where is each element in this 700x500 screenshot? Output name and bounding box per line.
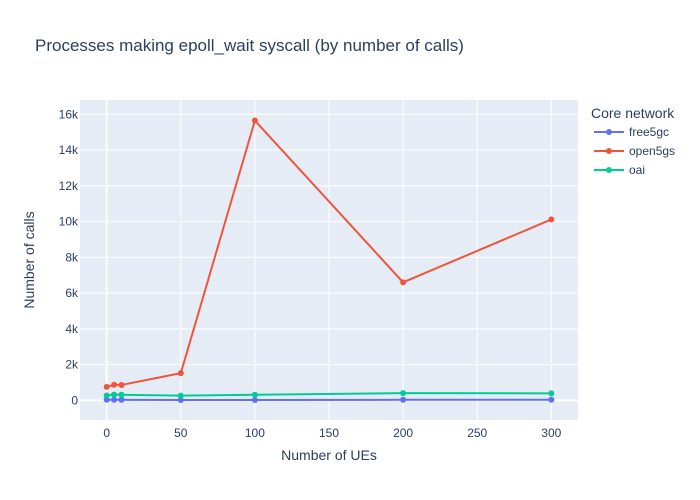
x-tick-label: 50 [174,426,188,440]
y-tick-label: 2k [65,358,79,372]
y-tick-label: 10k [59,215,79,229]
data-point [111,396,118,403]
y-tick-label: 12k [59,179,79,193]
data-point [251,117,258,124]
legend-item-oai[interactable]: oai [594,163,645,177]
data-point [118,381,125,388]
data-point [111,381,118,388]
x-tick-label: 250 [467,426,487,440]
legend-label: oai [629,163,645,177]
y-axis-title: Number of calls [21,211,37,308]
x-axis-title: Number of UEs [281,447,377,463]
series-open5gs [103,117,555,390]
legend-marker-icon [606,167,612,173]
y-tick-label: 8k [65,250,79,264]
legend-marker-icon [606,129,612,135]
data-point [400,390,407,397]
data-point [177,396,184,403]
data-point [103,383,110,390]
y-tick-label: 4k [65,322,79,336]
series-layer [103,117,555,403]
x-tick-label: 150 [319,426,339,440]
y-tick-label: 0 [71,393,78,407]
data-point [400,396,407,403]
data-point [177,392,184,399]
legend-item-free5gc[interactable]: free5gc [594,125,669,139]
data-point [118,391,125,398]
legend-label: free5gc [629,125,669,139]
data-point [400,279,407,286]
x-axis-ticks: 0 50 100 150 200 250 300 [103,426,561,440]
data-point [177,370,184,377]
legend[interactable]: Core network free5gc open5gs oai [591,105,675,177]
data-point [111,391,118,398]
legend-title: Core network [591,105,675,121]
series-oai [103,390,555,399]
y-axis-ticks: 0 2k 4k 6k 8k 10k 12k 14k 16k [59,107,79,407]
y-tick-label: 14k [59,143,79,157]
series-free5gc [103,396,555,403]
x-tick-label: 0 [103,426,110,440]
x-tick-label: 100 [245,426,265,440]
data-point [251,391,258,398]
data-point [103,392,110,399]
data-point [548,396,555,403]
chart-title: Processes making epoll_wait syscall (by … [35,36,464,55]
y-tick-label: 6k [65,286,79,300]
x-tick-label: 300 [541,426,561,440]
legend-items[interactable]: free5gc open5gs oai [594,125,675,177]
x-tick-label: 200 [393,426,413,440]
y-tick-label: 16k [59,107,79,121]
data-point [103,396,110,403]
legend-marker-icon [606,148,612,154]
legend-label: open5gs [629,144,675,158]
legend-item-open5gs[interactable]: open5gs [594,144,675,158]
data-point [548,216,555,223]
data-point [118,396,125,403]
data-point [251,396,258,403]
data-point [548,390,555,397]
